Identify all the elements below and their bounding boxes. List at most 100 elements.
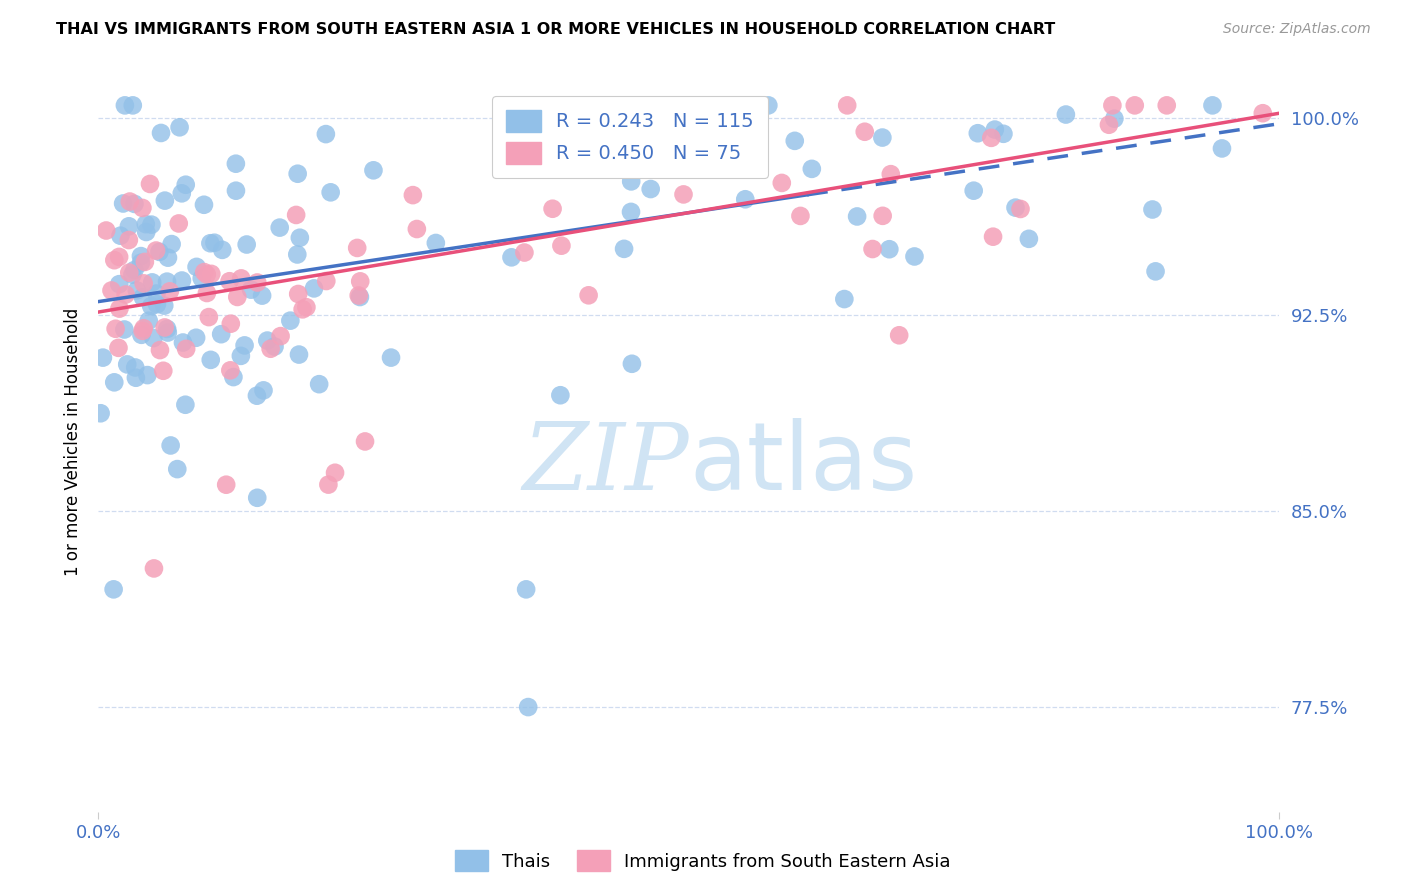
Point bbox=[837, 98, 859, 112]
Point bbox=[319, 186, 342, 200]
Point bbox=[118, 219, 141, 234]
Point bbox=[1104, 112, 1126, 126]
Point bbox=[853, 125, 876, 139]
Point bbox=[770, 176, 793, 190]
Point bbox=[172, 335, 194, 350]
Point bbox=[668, 130, 690, 145]
Point bbox=[222, 370, 245, 384]
Point bbox=[166, 462, 188, 476]
Point bbox=[195, 268, 218, 282]
Point bbox=[124, 360, 146, 375]
Point bbox=[195, 285, 218, 300]
Point bbox=[143, 561, 166, 575]
Point bbox=[169, 120, 191, 135]
Point bbox=[229, 349, 252, 363]
Point bbox=[1018, 232, 1040, 246]
Point bbox=[170, 273, 193, 287]
Point bbox=[193, 198, 215, 212]
Point bbox=[108, 277, 131, 292]
Point bbox=[139, 177, 162, 191]
Point bbox=[380, 351, 402, 365]
Point bbox=[346, 241, 368, 255]
Point bbox=[174, 178, 197, 192]
Point bbox=[131, 201, 153, 215]
Point bbox=[789, 209, 811, 223]
Point bbox=[190, 271, 212, 285]
Point bbox=[153, 194, 176, 208]
Point bbox=[108, 301, 131, 316]
Point bbox=[285, 247, 308, 261]
Point bbox=[125, 370, 148, 384]
Text: THAI VS IMMIGRANTS FROM SOUTH EASTERN ASIA 1 OR MORE VEHICLES IN HOUSEHOLD CORRE: THAI VS IMMIGRANTS FROM SOUTH EASTERN AS… bbox=[56, 22, 1056, 37]
Point bbox=[246, 389, 269, 403]
Point bbox=[204, 235, 226, 250]
Point bbox=[347, 288, 370, 302]
Point bbox=[1123, 98, 1146, 112]
Point bbox=[269, 220, 291, 235]
Point bbox=[184, 331, 207, 345]
Point bbox=[146, 297, 169, 311]
Point bbox=[620, 205, 643, 219]
Point bbox=[285, 208, 308, 222]
Point bbox=[349, 274, 371, 288]
Point bbox=[1156, 98, 1178, 112]
Point bbox=[872, 130, 894, 145]
Point bbox=[280, 313, 302, 327]
Point bbox=[200, 267, 222, 281]
Point bbox=[1142, 202, 1164, 217]
Point bbox=[1101, 98, 1123, 112]
Point bbox=[981, 229, 1004, 244]
Y-axis label: 1 or more Vehicles in Household: 1 or more Vehicles in Household bbox=[65, 308, 83, 575]
Point bbox=[103, 582, 125, 597]
Point bbox=[235, 237, 257, 252]
Point bbox=[132, 277, 155, 291]
Point bbox=[756, 98, 779, 112]
Point bbox=[980, 131, 1002, 145]
Point bbox=[112, 196, 135, 211]
Point bbox=[889, 328, 911, 343]
Point bbox=[613, 242, 636, 256]
Point bbox=[1010, 202, 1032, 216]
Point bbox=[200, 352, 222, 367]
Point bbox=[141, 276, 163, 290]
Point bbox=[142, 331, 165, 345]
Point bbox=[240, 283, 263, 297]
Point bbox=[402, 188, 425, 202]
Point bbox=[226, 290, 249, 304]
Point bbox=[90, 406, 112, 420]
Point bbox=[308, 377, 330, 392]
Point bbox=[323, 466, 346, 480]
Point bbox=[149, 343, 172, 357]
Point bbox=[211, 243, 233, 257]
Point bbox=[107, 341, 129, 355]
Point bbox=[1098, 118, 1121, 132]
Point bbox=[225, 157, 247, 171]
Point bbox=[156, 326, 179, 340]
Point bbox=[1251, 106, 1274, 120]
Point bbox=[209, 327, 232, 342]
Point bbox=[880, 167, 903, 181]
Point bbox=[501, 250, 523, 264]
Point bbox=[620, 357, 643, 371]
Point bbox=[148, 244, 170, 259]
Point bbox=[141, 218, 163, 232]
Point bbox=[550, 238, 572, 252]
Point bbox=[145, 286, 167, 301]
Point bbox=[121, 98, 143, 112]
Point bbox=[578, 288, 600, 302]
Point bbox=[315, 127, 337, 141]
Text: Source: ZipAtlas.com: Source: ZipAtlas.com bbox=[1223, 22, 1371, 37]
Point bbox=[259, 342, 281, 356]
Point bbox=[136, 368, 159, 383]
Point bbox=[287, 287, 309, 301]
Point bbox=[125, 284, 148, 298]
Point bbox=[783, 134, 806, 148]
Point bbox=[993, 127, 1015, 141]
Point bbox=[156, 275, 179, 289]
Point bbox=[108, 250, 131, 264]
Point bbox=[174, 398, 197, 412]
Point bbox=[110, 228, 132, 243]
Point bbox=[1054, 107, 1077, 121]
Point bbox=[156, 251, 179, 265]
Legend: Thais, Immigrants from South Eastern Asia: Thais, Immigrants from South Eastern Asi… bbox=[449, 843, 957, 879]
